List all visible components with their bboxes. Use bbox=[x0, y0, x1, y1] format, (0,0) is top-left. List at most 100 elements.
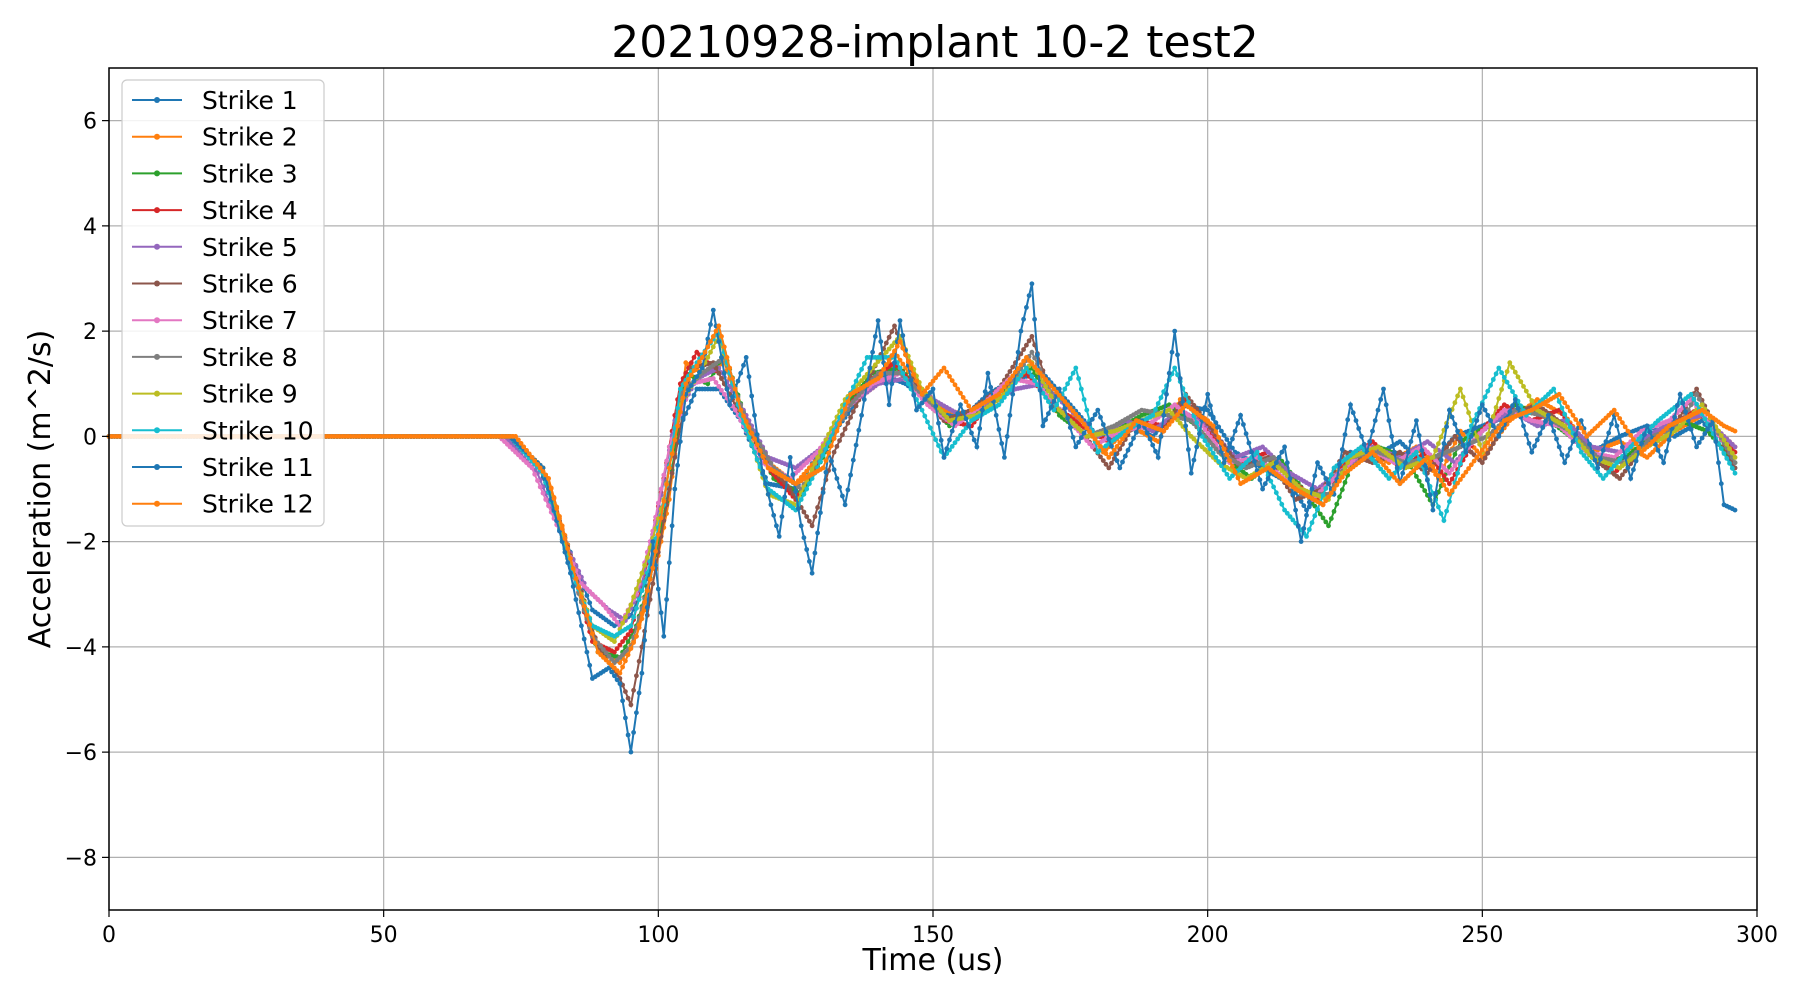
data-point bbox=[1694, 386, 1699, 392]
data-point bbox=[1622, 468, 1628, 474]
data-point bbox=[840, 432, 845, 438]
data-point bbox=[804, 514, 810, 519]
data-point bbox=[721, 391, 727, 397]
data-point bbox=[1010, 364, 1016, 370]
data-point bbox=[809, 523, 815, 529]
data-point bbox=[1479, 460, 1485, 466]
data-point bbox=[1342, 480, 1348, 485]
data-point bbox=[623, 614, 628, 620]
data-point bbox=[529, 465, 535, 471]
data-point bbox=[631, 687, 636, 693]
data-point bbox=[1339, 487, 1345, 493]
data-point bbox=[1032, 355, 1037, 361]
data-point bbox=[631, 594, 636, 600]
data-point bbox=[713, 380, 719, 385]
data-point bbox=[543, 497, 549, 502]
data-point bbox=[625, 639, 631, 644]
data-point bbox=[691, 392, 697, 398]
plot-area bbox=[106, 281, 1738, 755]
data-point bbox=[1224, 437, 1230, 442]
data-point bbox=[623, 635, 628, 641]
data-point bbox=[614, 646, 620, 651]
data-point bbox=[587, 600, 593, 606]
data-point bbox=[1449, 467, 1455, 472]
data-point bbox=[672, 455, 678, 460]
data-point bbox=[732, 407, 738, 413]
data-point bbox=[1414, 474, 1419, 479]
chart-title: 20210928-implant 10-2 test2 bbox=[611, 17, 1259, 68]
data-point bbox=[1109, 460, 1114, 466]
data-point bbox=[661, 472, 667, 478]
data-point bbox=[719, 376, 724, 381]
data-point bbox=[1688, 402, 1694, 408]
data-point bbox=[1326, 523, 1331, 529]
data-point bbox=[636, 578, 642, 584]
data-point bbox=[1460, 432, 1466, 437]
data-point bbox=[807, 518, 812, 524]
data-point bbox=[1202, 427, 1208, 432]
data-point bbox=[625, 695, 631, 701]
data-point bbox=[850, 399, 856, 404]
data-point bbox=[688, 398, 694, 404]
data-point bbox=[642, 562, 647, 568]
data-point bbox=[650, 581, 656, 587]
data-point bbox=[625, 608, 631, 614]
data-point bbox=[1087, 441, 1092, 447]
data-point bbox=[1732, 444, 1738, 450]
data-point bbox=[606, 653, 612, 659]
data-point bbox=[1328, 516, 1334, 521]
data-point bbox=[603, 650, 609, 656]
data-point bbox=[1084, 438, 1090, 443]
data-point bbox=[546, 503, 551, 509]
data-point bbox=[628, 602, 634, 608]
data-point bbox=[1452, 451, 1458, 457]
data-point bbox=[1331, 509, 1337, 514]
data-point bbox=[1317, 511, 1323, 517]
data-point bbox=[628, 628, 634, 634]
data-point bbox=[1098, 454, 1103, 460]
data-point bbox=[639, 570, 645, 576]
data-point bbox=[688, 360, 694, 366]
data-point bbox=[856, 392, 862, 398]
data-point bbox=[886, 334, 892, 340]
data-point bbox=[804, 468, 810, 474]
data-point bbox=[1732, 460, 1738, 466]
data-point bbox=[1620, 472, 1625, 478]
data-point bbox=[710, 376, 716, 381]
data-point bbox=[625, 632, 631, 637]
data-point bbox=[1323, 519, 1329, 525]
data-point bbox=[834, 444, 840, 449]
data-point bbox=[612, 639, 617, 644]
data-point bbox=[1024, 342, 1029, 348]
data-point bbox=[1449, 476, 1455, 482]
data-point bbox=[1221, 432, 1227, 438]
data-point bbox=[669, 470, 675, 476]
data-point bbox=[612, 649, 617, 655]
data-point bbox=[765, 456, 771, 461]
data-point bbox=[1441, 473, 1447, 479]
data-point bbox=[883, 340, 889, 346]
data-point bbox=[628, 702, 634, 708]
data-point bbox=[787, 486, 793, 492]
data-point bbox=[889, 329, 895, 334]
data-point bbox=[634, 673, 639, 679]
data-point bbox=[1219, 428, 1224, 434]
data-point bbox=[1447, 470, 1452, 476]
data-point bbox=[1452, 463, 1458, 469]
data-point bbox=[801, 509, 807, 515]
grid bbox=[108, 68, 1758, 910]
data-point bbox=[1337, 494, 1342, 500]
data-point bbox=[1191, 402, 1197, 408]
data-point bbox=[584, 593, 590, 598]
data-point bbox=[716, 370, 722, 376]
data-point bbox=[1320, 515, 1326, 521]
data-point bbox=[606, 609, 612, 615]
data-point bbox=[1449, 437, 1455, 443]
data-point bbox=[831, 449, 837, 455]
data-point bbox=[620, 620, 625, 626]
data-point bbox=[719, 387, 724, 393]
data-point bbox=[900, 361, 906, 367]
data-point bbox=[620, 639, 625, 644]
data-point bbox=[609, 657, 614, 662]
